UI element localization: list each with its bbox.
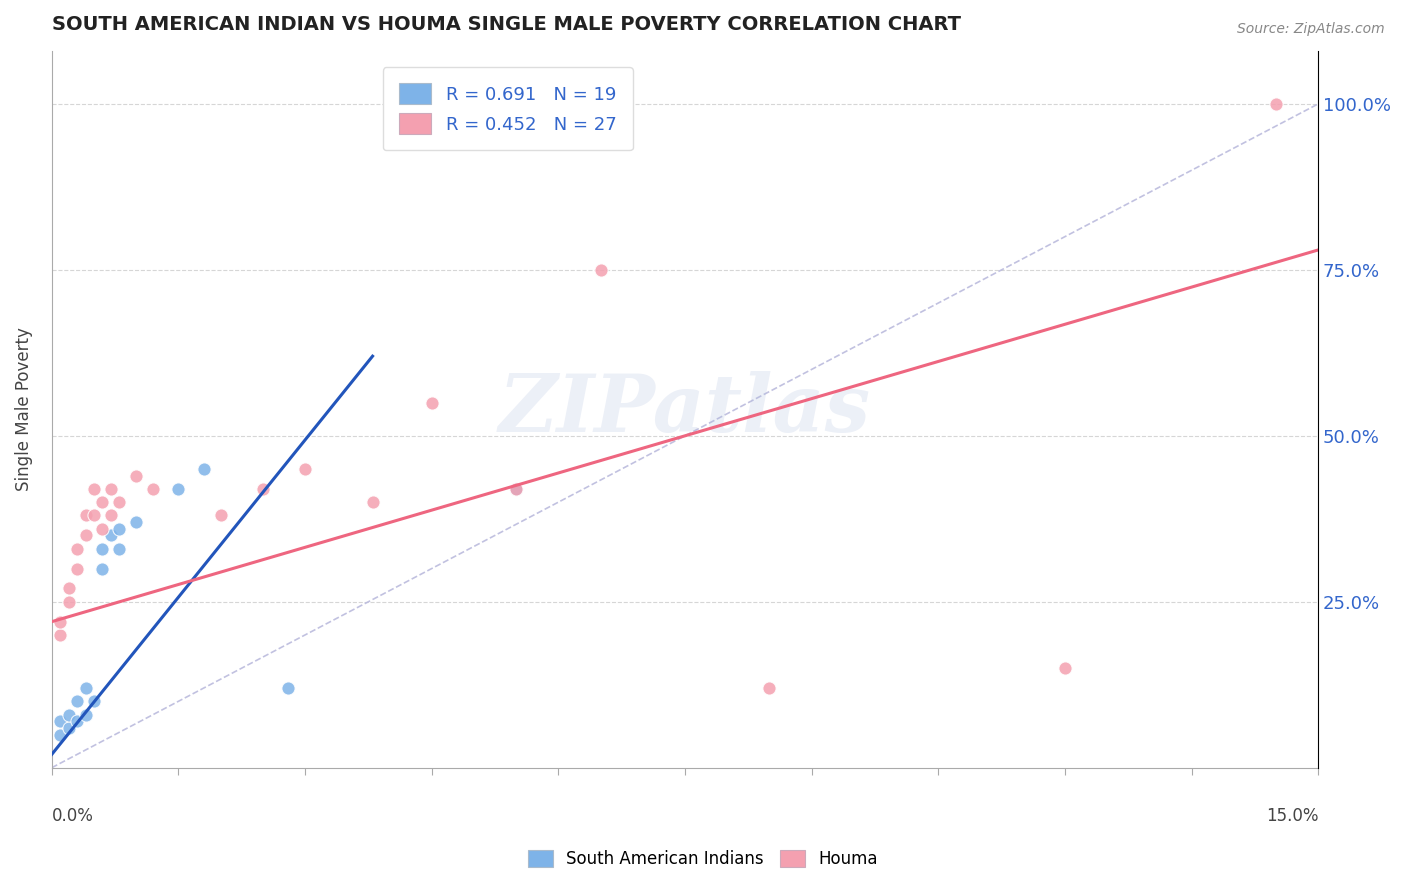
- Point: [209, 508, 232, 523]
- Point: [589, 263, 612, 277]
- Point: [49, 727, 72, 741]
- Point: [505, 482, 527, 496]
- Point: [420, 395, 443, 409]
- Point: [75, 681, 97, 695]
- Point: [108, 541, 131, 556]
- Point: [49, 714, 72, 729]
- Point: [108, 495, 131, 509]
- Point: [100, 508, 122, 523]
- Point: [58, 707, 80, 722]
- Point: [75, 707, 97, 722]
- Point: [49, 615, 72, 629]
- Point: [142, 482, 165, 496]
- Point: [58, 595, 80, 609]
- Point: [66, 694, 89, 708]
- Point: [100, 482, 122, 496]
- Point: [83, 508, 105, 523]
- Point: [1264, 97, 1286, 112]
- Point: [66, 714, 89, 729]
- Point: [75, 528, 97, 542]
- Point: [91, 522, 114, 536]
- Point: [66, 561, 89, 575]
- Text: 15.0%: 15.0%: [1265, 807, 1319, 825]
- Legend: South American Indians, Houma: South American Indians, Houma: [522, 843, 884, 875]
- Point: [125, 515, 148, 529]
- Point: [75, 508, 97, 523]
- Point: [49, 628, 72, 642]
- Text: 0.0%: 0.0%: [52, 807, 94, 825]
- Point: [361, 495, 384, 509]
- Text: ZIPatlas: ZIPatlas: [499, 370, 870, 448]
- Y-axis label: Single Male Poverty: Single Male Poverty: [15, 327, 32, 491]
- Point: [277, 681, 299, 695]
- Point: [58, 582, 80, 596]
- Point: [83, 694, 105, 708]
- Text: SOUTH AMERICAN INDIAN VS HOUMA SINGLE MALE POVERTY CORRELATION CHART: SOUTH AMERICAN INDIAN VS HOUMA SINGLE MA…: [52, 15, 960, 34]
- Point: [91, 541, 114, 556]
- Point: [1053, 661, 1076, 675]
- Text: Source: ZipAtlas.com: Source: ZipAtlas.com: [1237, 22, 1385, 37]
- Point: [294, 462, 316, 476]
- Point: [758, 681, 780, 695]
- Point: [125, 468, 148, 483]
- Legend: R = 0.691   N = 19, R = 0.452   N = 27: R = 0.691 N = 19, R = 0.452 N = 27: [382, 67, 633, 150]
- Point: [91, 561, 114, 575]
- Point: [91, 495, 114, 509]
- Point: [100, 528, 122, 542]
- Point: [108, 522, 131, 536]
- Point: [58, 721, 80, 735]
- Point: [193, 462, 215, 476]
- Point: [83, 482, 105, 496]
- Point: [505, 482, 527, 496]
- Point: [66, 541, 89, 556]
- Point: [252, 482, 274, 496]
- Point: [167, 482, 190, 496]
